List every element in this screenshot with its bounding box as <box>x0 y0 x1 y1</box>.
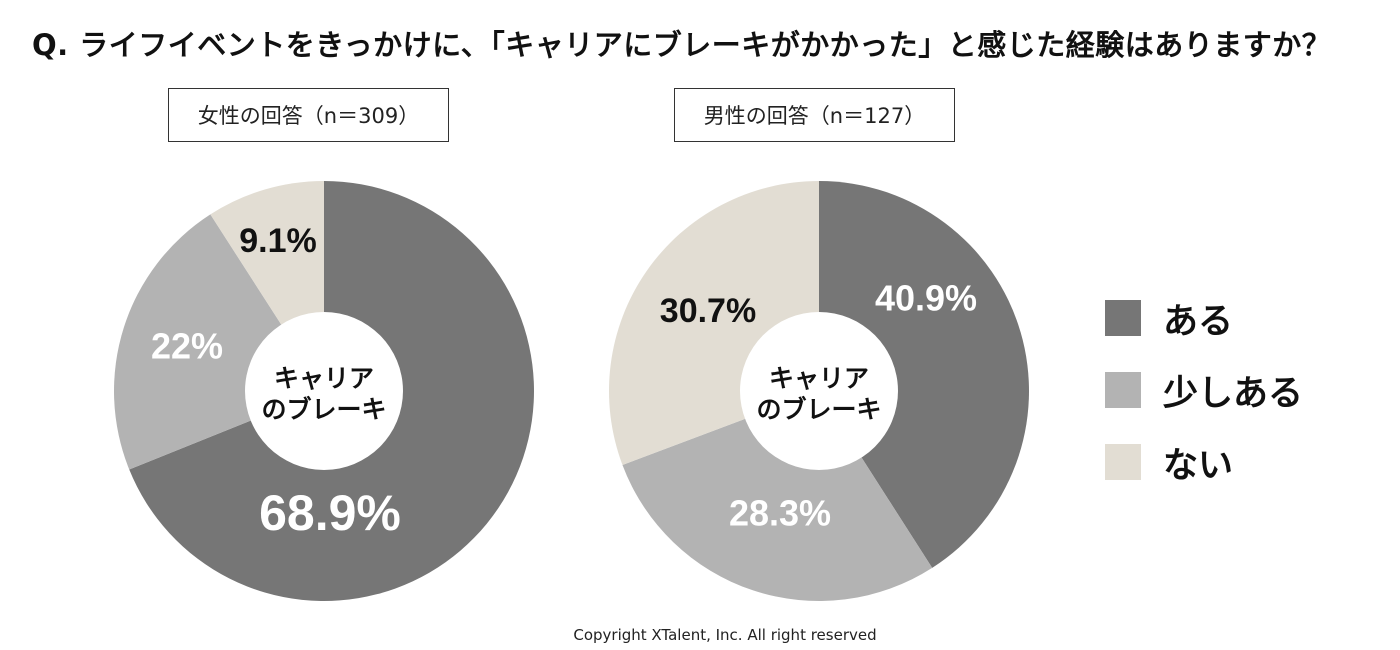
female-data-label-sukoshi: 22% <box>151 326 223 367</box>
female-group-label: 女性の回答（n＝309） <box>168 88 449 142</box>
legend-item-nai: ない <box>1105 442 1303 486</box>
male-data-label-nai: 30.7% <box>660 292 756 330</box>
female-group-title: 女性の回答（n＝309） <box>197 104 420 128</box>
female-center-label-line: のブレーキ <box>261 395 386 424</box>
legend-swatch-nai <box>1105 444 1141 480</box>
legend-swatch-aru <box>1105 300 1141 336</box>
female-data-label-aru: 68.9% <box>259 485 401 541</box>
male-group-title: 男性の回答（n＝127） <box>703 104 926 128</box>
male-data-label-aru: 40.9% <box>875 278 977 319</box>
legend-item-aru: ある <box>1105 298 1303 342</box>
legend: ある 少しある ない <box>1105 298 1303 514</box>
chart-title: Q. ライフイベントをきっかけに、「キャリアにブレーキがかかった」と感じた経験は… <box>32 28 1332 62</box>
legend-label-nai: ない <box>1163 445 1234 486</box>
male-slice-sukoshi <box>622 391 933 602</box>
male-center-label-line: のブレーキ <box>756 395 881 424</box>
copyright: Copyright XTalent, Inc. All right reserv… <box>573 626 877 644</box>
male-center-label-line: キャリア <box>769 364 869 393</box>
female-data-label-nai: 9.1% <box>239 222 317 260</box>
male-slice-aru <box>819 181 1030 568</box>
male-data-label-sukoshi: 28.3% <box>729 493 831 534</box>
legend-label-sukoshi: 少しある <box>1163 373 1304 414</box>
female-donut-hole <box>245 312 403 470</box>
male-donut-hole <box>740 312 898 470</box>
female-center-label-line: キャリア <box>274 364 374 393</box>
legend-label-aru: ある <box>1163 301 1234 342</box>
legend-item-sukoshi: 少しある <box>1105 370 1303 414</box>
legend-swatch-sukoshi <box>1105 372 1141 408</box>
male-group-label: 男性の回答（n＝127） <box>674 88 955 142</box>
